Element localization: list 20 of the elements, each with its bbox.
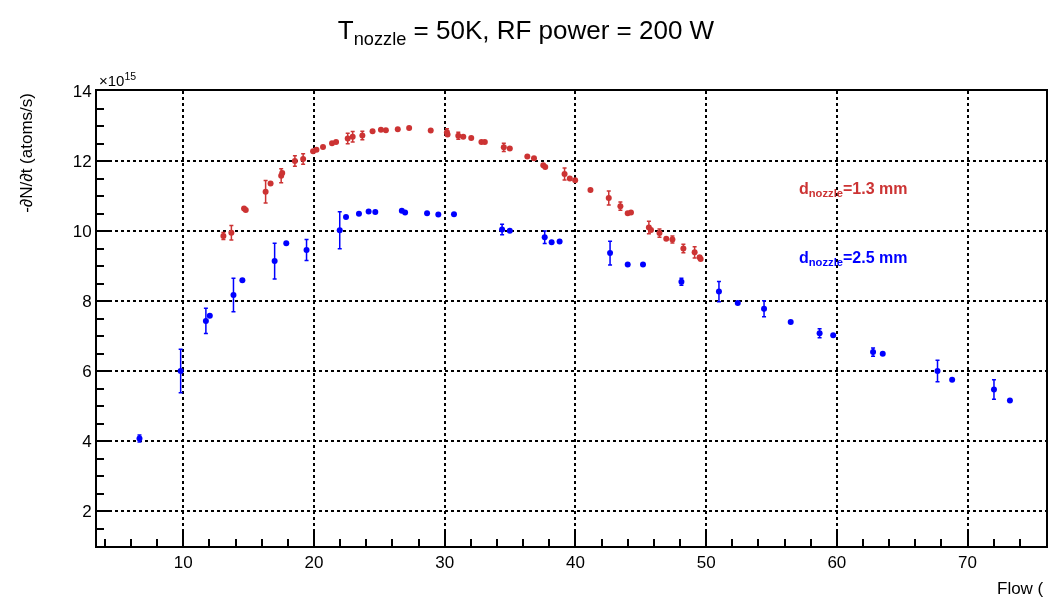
x-tick-label: 30: [435, 553, 455, 573]
y-axis-title: -∂N/∂t (atoms/s): [16, 93, 36, 213]
x-tick-label: 60: [827, 553, 847, 573]
y-tick-label: 12: [72, 151, 92, 171]
x-tick-label: 10: [173, 553, 193, 573]
text: d$_{nozzle}$=2.5 mm: [799, 249, 908, 269]
y-tick-label: 8: [82, 291, 92, 311]
y-tick-label: 4: [82, 431, 92, 451]
x-tick-label: 70: [958, 553, 978, 573]
chart-title: T$_{nozzle}$ = 50K, RF power = 200 W: [337, 15, 715, 49]
x-tick-label: 50: [696, 553, 716, 573]
x-axis-title: Flow (: [997, 579, 1044, 598]
y-tick-label: 14: [72, 81, 92, 101]
text: d$_{nozzle}$=1.3 mm: [799, 180, 908, 200]
x-tick-label: 40: [565, 553, 585, 573]
y-tick-label: 6: [82, 361, 92, 381]
x-tick-label: 20: [304, 553, 324, 573]
text: ×10$^{15}$: [99, 70, 137, 90]
y-tick-label: 2: [82, 501, 92, 521]
y-tick-label: 10: [72, 221, 92, 241]
